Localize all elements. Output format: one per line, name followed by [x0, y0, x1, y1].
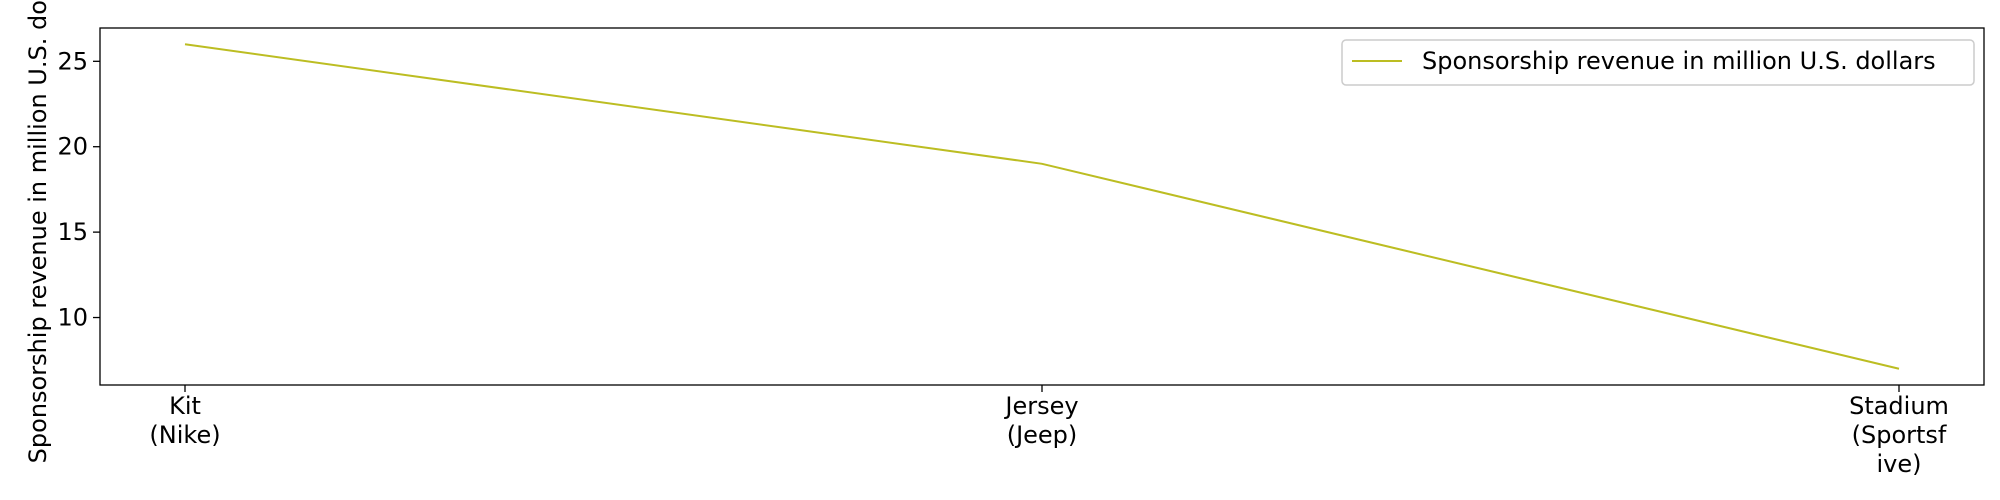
- y-tick-label: 20: [57, 133, 88, 161]
- legend-label: Sponsorship revenue in million U.S. doll…: [1422, 47, 1936, 75]
- legend-box: [1341, 39, 1975, 86]
- y-axis-label: Sponsorship revenue in million U.S. doll…: [24, 0, 52, 463]
- plot-area: [99, 27, 1985, 386]
- y-tick-label: 10: [57, 304, 88, 332]
- legend: Sponsorship revenue in million U.S. doll…: [1341, 39, 1975, 86]
- x-tick-label: Jersey (Jeep): [1003, 392, 1078, 449]
- series-line: [184, 43, 1900, 370]
- y-axis-ticks: 10 15 20 25: [57, 47, 100, 332]
- x-tick-label: Stadium (Sportsf ive): [1849, 392, 1949, 478]
- y-tick-label: 15: [57, 218, 88, 246]
- x-tick-label: Kit (Nike): [149, 392, 220, 449]
- series-layer: [184, 43, 1900, 370]
- x-axis-ticks: Kit (Nike) Jersey (Jeep) Stadium (Sportsf ive): [149, 385, 1949, 478]
- y-tick-label: 25: [57, 47, 88, 75]
